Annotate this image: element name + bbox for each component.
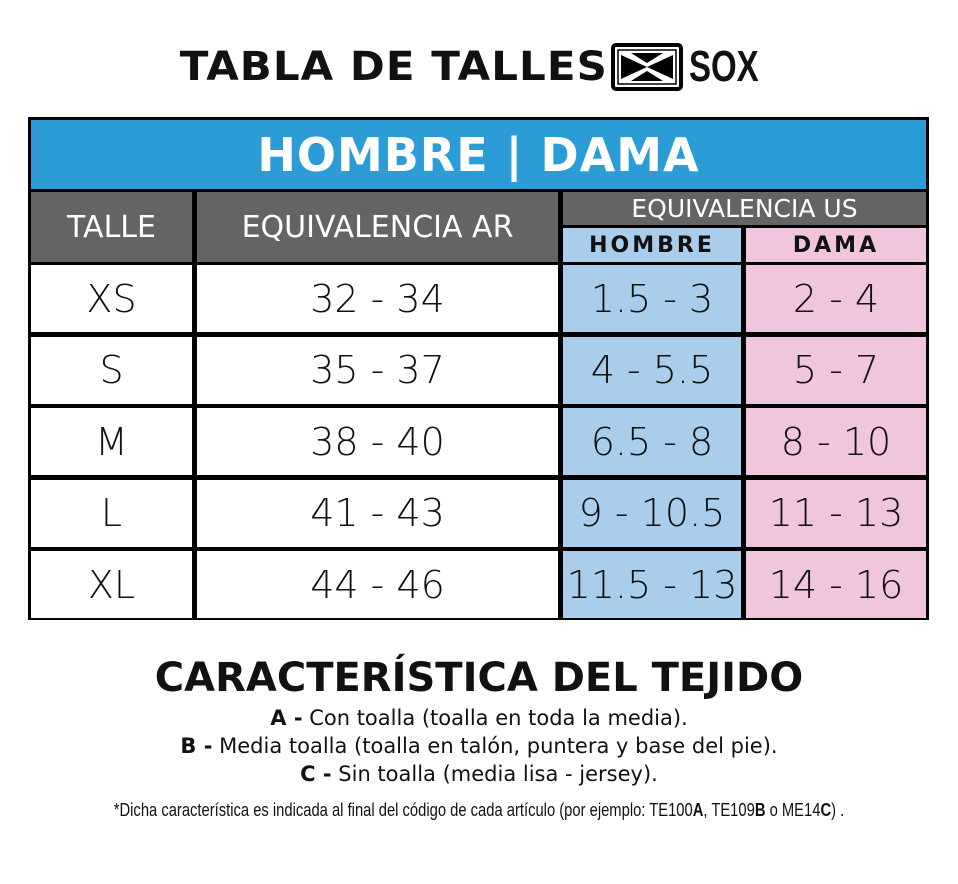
- col-header-ar: EQUIVALENCIA AR: [197, 192, 558, 262]
- cell-hombre: 6.5 - 8: [563, 408, 741, 476]
- footnote-text: ) .: [831, 800, 845, 820]
- size-table: HOMBRE | DAMA TALLE EQUIVALENCIA AR EQUI…: [28, 117, 929, 620]
- cell-talle: XS: [31, 265, 192, 332]
- cell-hombre: 9 - 10.5: [563, 479, 741, 547]
- cell-ar: 35 - 37: [197, 336, 558, 404]
- feature-text: Media toalla (toalla en talón, puntera y…: [212, 734, 778, 758]
- cell-hombre: 11.5 - 13: [563, 551, 741, 619]
- footnote-code: B: [754, 800, 766, 820]
- cell-ar: 41 - 43: [197, 479, 558, 547]
- feature-code: A -: [270, 706, 303, 730]
- page-title: TABLA DE TALLES: [179, 44, 608, 90]
- cell-dama: 14 - 16: [746, 551, 926, 619]
- cell-dama: 11 - 13: [746, 479, 926, 547]
- footnote: *Dicha característica es indicada al fin…: [86, 800, 872, 821]
- features-title: CARACTERÍSTICA DEL TEJIDO: [154, 655, 804, 701]
- col-header-us: EQUIVALENCIA US: [563, 192, 926, 225]
- feature-item: C - Sin toalla (media lisa - jersey).: [0, 762, 958, 786]
- cell-dama: 5 - 7: [746, 336, 926, 404]
- col-header-dama: DAMA: [746, 228, 926, 262]
- cell-ar: 32 - 34: [197, 265, 558, 332]
- page-header: TABLA DE TALLES SOX: [0, 42, 958, 92]
- footnote-text: *Dicha característica es indicada al fin…: [113, 800, 693, 820]
- feature-code: B -: [180, 734, 213, 758]
- brand-logo: SOX: [611, 42, 768, 92]
- cell-ar: 44 - 46: [197, 551, 558, 619]
- footnote-text: o ME14: [765, 800, 821, 820]
- cell-hombre: 4 - 5.5: [563, 336, 741, 404]
- footnote-code: A: [692, 800, 704, 820]
- footnote-code: C: [820, 800, 832, 820]
- feature-item: A - Con toalla (toalla en toda la media)…: [0, 706, 958, 730]
- col-header-hombre: HOMBRE: [563, 228, 741, 262]
- cell-ar: 38 - 40: [197, 408, 558, 476]
- feature-text: Sin toalla (media lisa - jersey).: [331, 762, 658, 786]
- cell-talle: M: [31, 408, 192, 476]
- cell-talle: XL: [31, 551, 192, 619]
- cell-dama: 8 - 10: [746, 408, 926, 476]
- col-header-talle: TALLE: [31, 192, 192, 262]
- cell-dama: 2 - 4: [746, 265, 926, 332]
- cell-talle: S: [31, 336, 192, 404]
- footnote-text: , TE109: [703, 800, 755, 820]
- sox-logo-icon: [611, 43, 684, 91]
- cell-talle: L: [31, 479, 192, 547]
- cell-hombre: 1.5 - 3: [563, 265, 741, 332]
- feature-text: Con toalla (toalla en toda la media).: [302, 706, 688, 730]
- feature-code: C -: [300, 762, 332, 786]
- table-banner: HOMBRE | DAMA: [31, 120, 926, 189]
- brand-name: SOX: [689, 42, 760, 91]
- feature-item: B - Media toalla (toalla en talón, punte…: [0, 734, 958, 758]
